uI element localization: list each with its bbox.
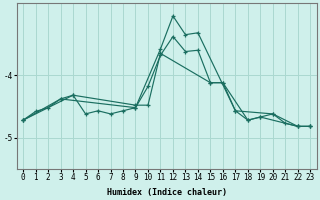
X-axis label: Humidex (Indice chaleur): Humidex (Indice chaleur) xyxy=(107,188,227,197)
